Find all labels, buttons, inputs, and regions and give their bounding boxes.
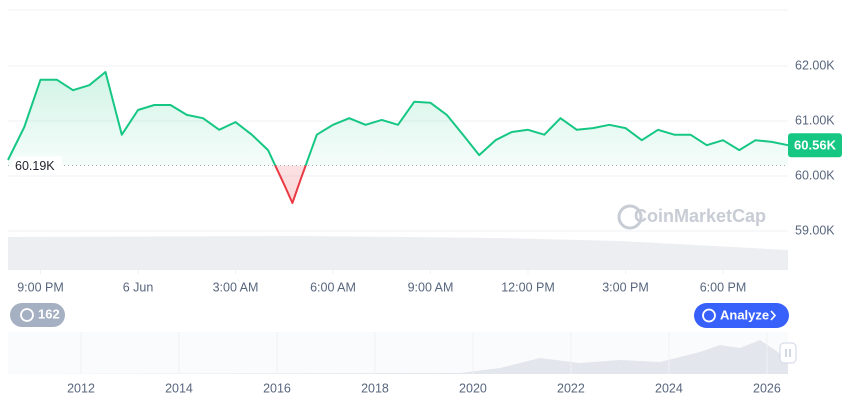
volume-area (8, 236, 788, 270)
analyze-icon[interactable] (702, 308, 716, 323)
current-price-label: 60.56K (794, 138, 837, 153)
x-tick-label: 3:00 PM (602, 280, 649, 294)
navigator-tick-label: 2020 (459, 381, 487, 395)
navigator-tick-label: 2024 (655, 381, 683, 395)
navigator-tick-label: 2012 (67, 381, 95, 395)
current-price-badge (788, 133, 842, 158)
y-tick-label: 59.00K (795, 223, 835, 237)
x-tick-label: 9:00 AM (408, 280, 454, 294)
baseline-label-bg (12, 156, 62, 175)
analyze-button[interactable]: Analyze (694, 303, 789, 328)
history-count[interactable]: 162 (38, 306, 60, 321)
navigator-tick-label: 2014 (165, 381, 193, 395)
history-icon[interactable] (20, 308, 34, 322)
navigator-tick-label: 2026 (753, 381, 781, 395)
navigator-area (8, 340, 788, 374)
x-tick-label: 12:00 PM (501, 280, 555, 294)
x-tick-label: 6:00 AM (310, 280, 356, 294)
price-line (7, 71, 789, 204)
navigator-tick-label: 2018 (361, 381, 389, 395)
x-tick-label: 6 Jun (123, 280, 154, 294)
area (8, 72, 788, 203)
navigator-tick-label: 2022 (557, 381, 585, 395)
x-tick-label: 3:00 AM (213, 280, 259, 294)
analyze-label[interactable]: Analyze (720, 307, 769, 322)
baseline-label: 60.19K (15, 159, 55, 173)
analyze-button-bg[interactable] (694, 303, 789, 328)
x-tick-label: 9:00 PM (17, 280, 64, 294)
navigator-tick-label: 2016 (263, 381, 291, 395)
watermark-logo (617, 204, 643, 230)
history-button[interactable]: 162 (10, 303, 65, 327)
navigator: 2012 2014 2016 2018 2020 2022 2024 2026 (67, 332, 781, 395)
navigator-handle[interactable] (779, 342, 797, 364)
y-tick-label: 62.00K (795, 58, 835, 72)
x-tick-label: 6:00 PM (700, 280, 747, 294)
plot: 59.00K 60.00K 61.00K 62.00K 9:00 PM 6 Jun 3:00… (7, 58, 842, 294)
y-tick-label: 60.00K (795, 168, 835, 182)
watermark: CoinMarketCap (634, 206, 766, 226)
analyze-chevron[interactable] (770, 310, 777, 321)
y-tick-label: 61.00K (795, 113, 835, 127)
